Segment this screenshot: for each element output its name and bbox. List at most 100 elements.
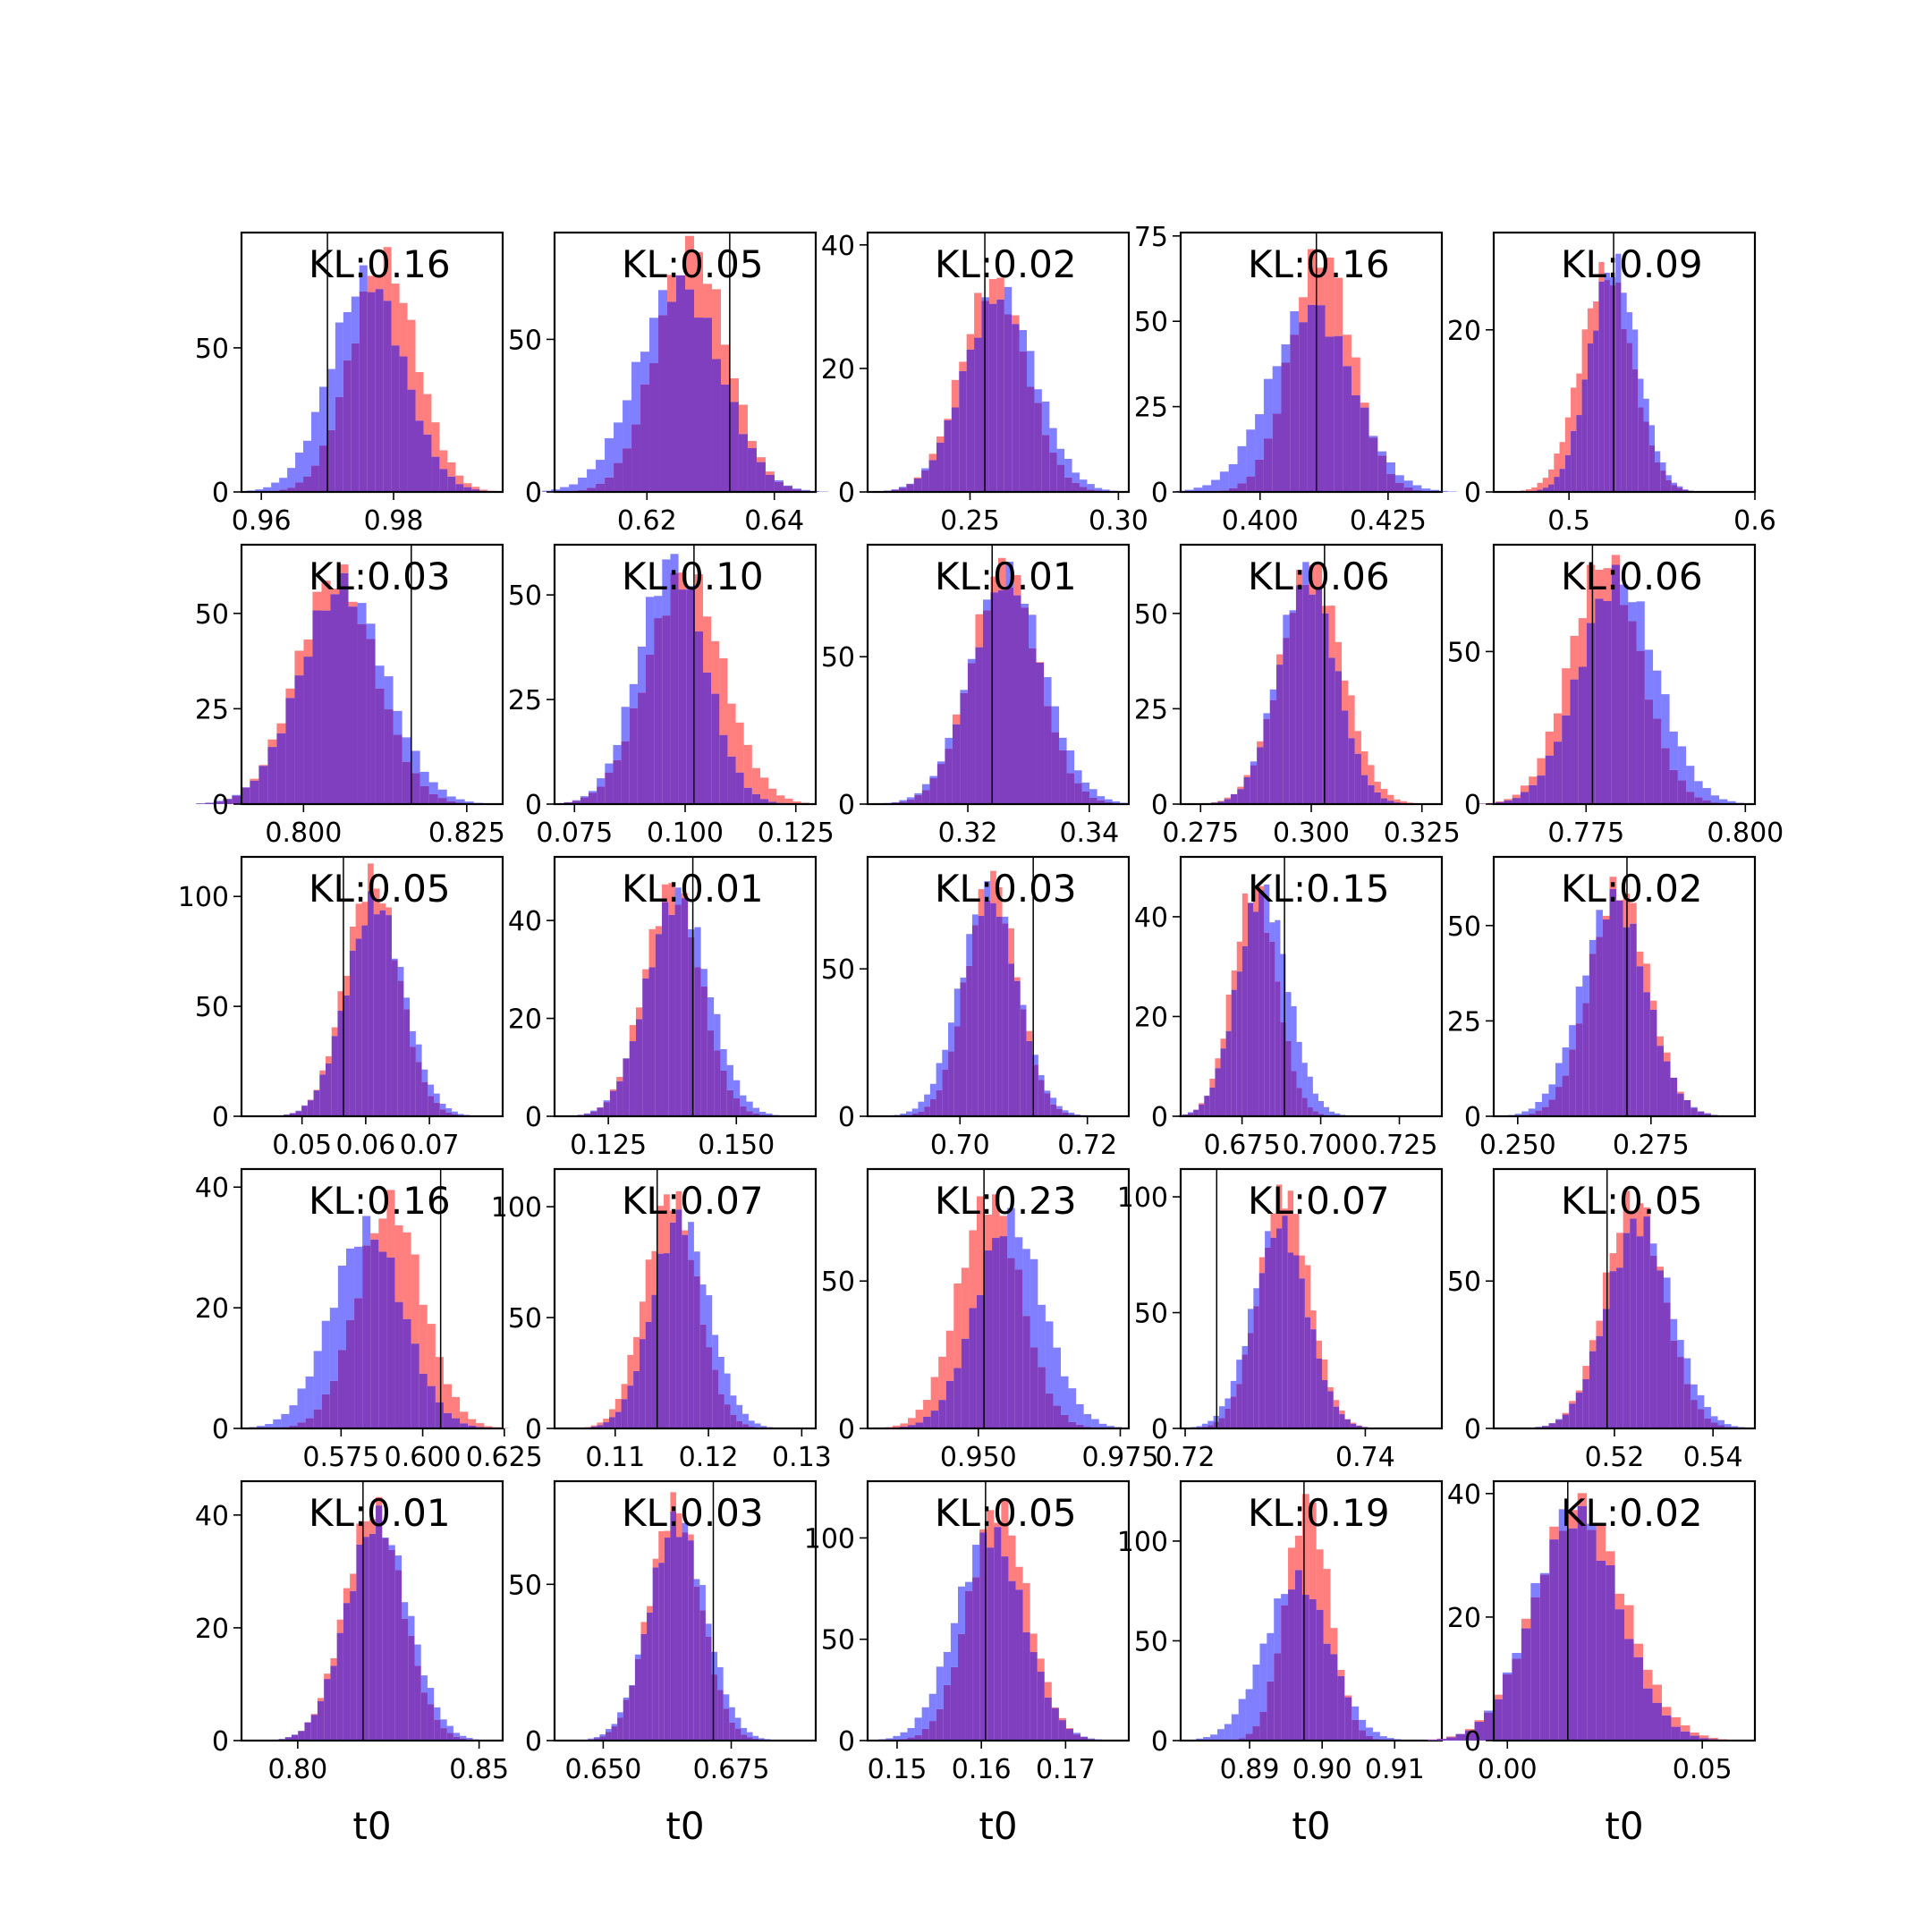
blue-histogram-bar <box>287 468 296 488</box>
red-histogram-bar <box>1327 1386 1334 1392</box>
red-histogram-bar <box>652 1558 659 1568</box>
x-tick-label: 0.91 <box>1365 1754 1425 1785</box>
blue-histogram-bar <box>707 996 715 1031</box>
blue-histogram-bar <box>1246 429 1256 477</box>
overlap-histogram-bar <box>966 349 975 492</box>
blue-histogram-bar <box>446 796 456 801</box>
x-tick-label: 0.600 <box>385 1442 462 1473</box>
blue-histogram-bar <box>1250 761 1258 766</box>
overlap-histogram-bar <box>408 1635 415 1741</box>
y-tick-label: 50 <box>195 599 229 631</box>
overlap-histogram-bar <box>1663 1061 1671 1116</box>
red-histogram-bar <box>1571 387 1577 431</box>
x-tick-label: 0.70 <box>930 1130 990 1161</box>
red-histogram-bar <box>1337 1669 1345 1676</box>
overlap-histogram-bar <box>1669 769 1678 804</box>
blue-histogram-bar <box>984 881 991 901</box>
y-tick-label: 40 <box>821 231 855 262</box>
x-tick-label: 0.400 <box>1222 505 1299 537</box>
y-tick-label: 20 <box>1447 1603 1481 1634</box>
y-tick-label: 50 <box>821 954 855 986</box>
red-histogram-bar <box>664 1194 670 1254</box>
red-histogram-bar <box>1568 1510 1578 1529</box>
overlap-histogram-bar <box>310 1715 318 1741</box>
overlap-histogram-bar <box>1064 477 1072 492</box>
red-histogram-bar <box>711 640 720 694</box>
overlap-histogram-bar <box>996 916 1003 1116</box>
overlap-histogram-bar <box>997 589 1006 804</box>
overlap-histogram-bar <box>1333 1406 1340 1428</box>
overlap-histogram-bar <box>1237 483 1247 492</box>
overlap-histogram-bar <box>756 462 766 492</box>
overlap-histogram-bar <box>1699 1738 1709 1741</box>
overlap-histogram-bar <box>420 1692 428 1741</box>
overlap-histogram-bar <box>384 709 394 804</box>
blue-histogram-bar <box>414 1644 421 1666</box>
overlap-histogram-bar <box>720 384 730 492</box>
overlap-histogram-bar <box>1030 1347 1038 1428</box>
axes-frame <box>553 855 818 1118</box>
x-tick-label: 0.575 <box>302 1442 379 1473</box>
overlap-histogram-bar <box>1322 613 1329 804</box>
overlap-histogram-bar <box>1263 438 1273 492</box>
overlap-histogram-bar <box>331 1036 338 1116</box>
overlap-histogram-bar <box>1504 800 1513 804</box>
red-histogram-bar <box>369 1519 377 1534</box>
blue-histogram-bar <box>1312 1093 1318 1112</box>
kl-annotation: KL:0.01 <box>309 1491 451 1535</box>
overlap-histogram-bar <box>950 1666 958 1741</box>
overlap-histogram-bar <box>1626 343 1632 492</box>
blue-histogram-bar <box>359 265 368 292</box>
red-histogram-bar <box>1699 1735 1709 1739</box>
red-histogram-bar <box>1008 928 1014 964</box>
overlap-histogram-bar <box>967 663 976 804</box>
overlap-histogram-bar <box>936 1089 943 1116</box>
x-tick-label: 0.275 <box>1162 818 1239 849</box>
red-histogram-bar <box>330 1657 337 1666</box>
overlap-histogram-bar <box>1056 464 1065 492</box>
overlap-histogram-bar <box>984 1250 993 1428</box>
overlap-histogram-bar <box>1697 1409 1705 1428</box>
red-histogram-bar <box>1257 741 1264 748</box>
overlap-histogram-bar <box>1677 1093 1684 1116</box>
overlap-histogram-bar <box>1436 1739 1447 1741</box>
red-histogram-bar <box>961 1267 970 1339</box>
overlap-histogram-bar <box>921 470 929 492</box>
overlap-histogram-bar <box>966 965 972 1116</box>
blue-histogram-bar <box>1669 731 1678 770</box>
red-histogram-bar <box>1512 794 1521 799</box>
overlap-histogram-bar <box>975 647 983 804</box>
blue-histogram-bar <box>1236 1360 1242 1385</box>
blue-histogram-bar <box>746 1732 753 1738</box>
overlap-histogram-bar <box>953 1026 961 1116</box>
overlap-histogram-bar <box>740 1106 747 1116</box>
overlap-histogram-bar <box>1351 395 1360 492</box>
red-histogram-bar <box>913 477 922 479</box>
overlap-histogram-bar <box>729 402 739 492</box>
overlap-histogram-bar <box>1236 971 1242 1116</box>
overlap-histogram-bar <box>397 980 404 1116</box>
blue-histogram-bar <box>337 1266 346 1351</box>
blue-histogram-bar <box>1654 451 1661 462</box>
blue-histogram-bar <box>1237 445 1247 484</box>
blue-histogram-bar <box>1483 1710 1494 1713</box>
overlap-histogram-bar <box>1275 1228 1283 1428</box>
overlap-histogram-bar <box>714 1050 721 1116</box>
overlap-histogram-bar <box>447 476 456 492</box>
overlap-histogram-bar <box>1593 330 1599 492</box>
red-histogram-bar <box>743 744 752 788</box>
blue-histogram-bar <box>967 658 976 664</box>
overlap-histogram-bar <box>1677 780 1687 804</box>
red-histogram-bar <box>1231 970 1237 990</box>
blue-histogram-bar <box>1022 1249 1030 1317</box>
red-histogram-bar <box>1548 469 1555 485</box>
blue-histogram-bar <box>1219 471 1229 491</box>
overlap-histogram-bar <box>440 1728 447 1741</box>
red-histogram-bar <box>1581 329 1588 380</box>
overlap-histogram-bar <box>1539 1574 1550 1741</box>
kl-annotation: KL:0.02 <box>935 242 1077 286</box>
overlap-histogram-bar <box>452 1418 461 1428</box>
overlap-histogram-bar <box>1315 588 1323 804</box>
overlap-histogram-bar <box>1044 1093 1051 1116</box>
